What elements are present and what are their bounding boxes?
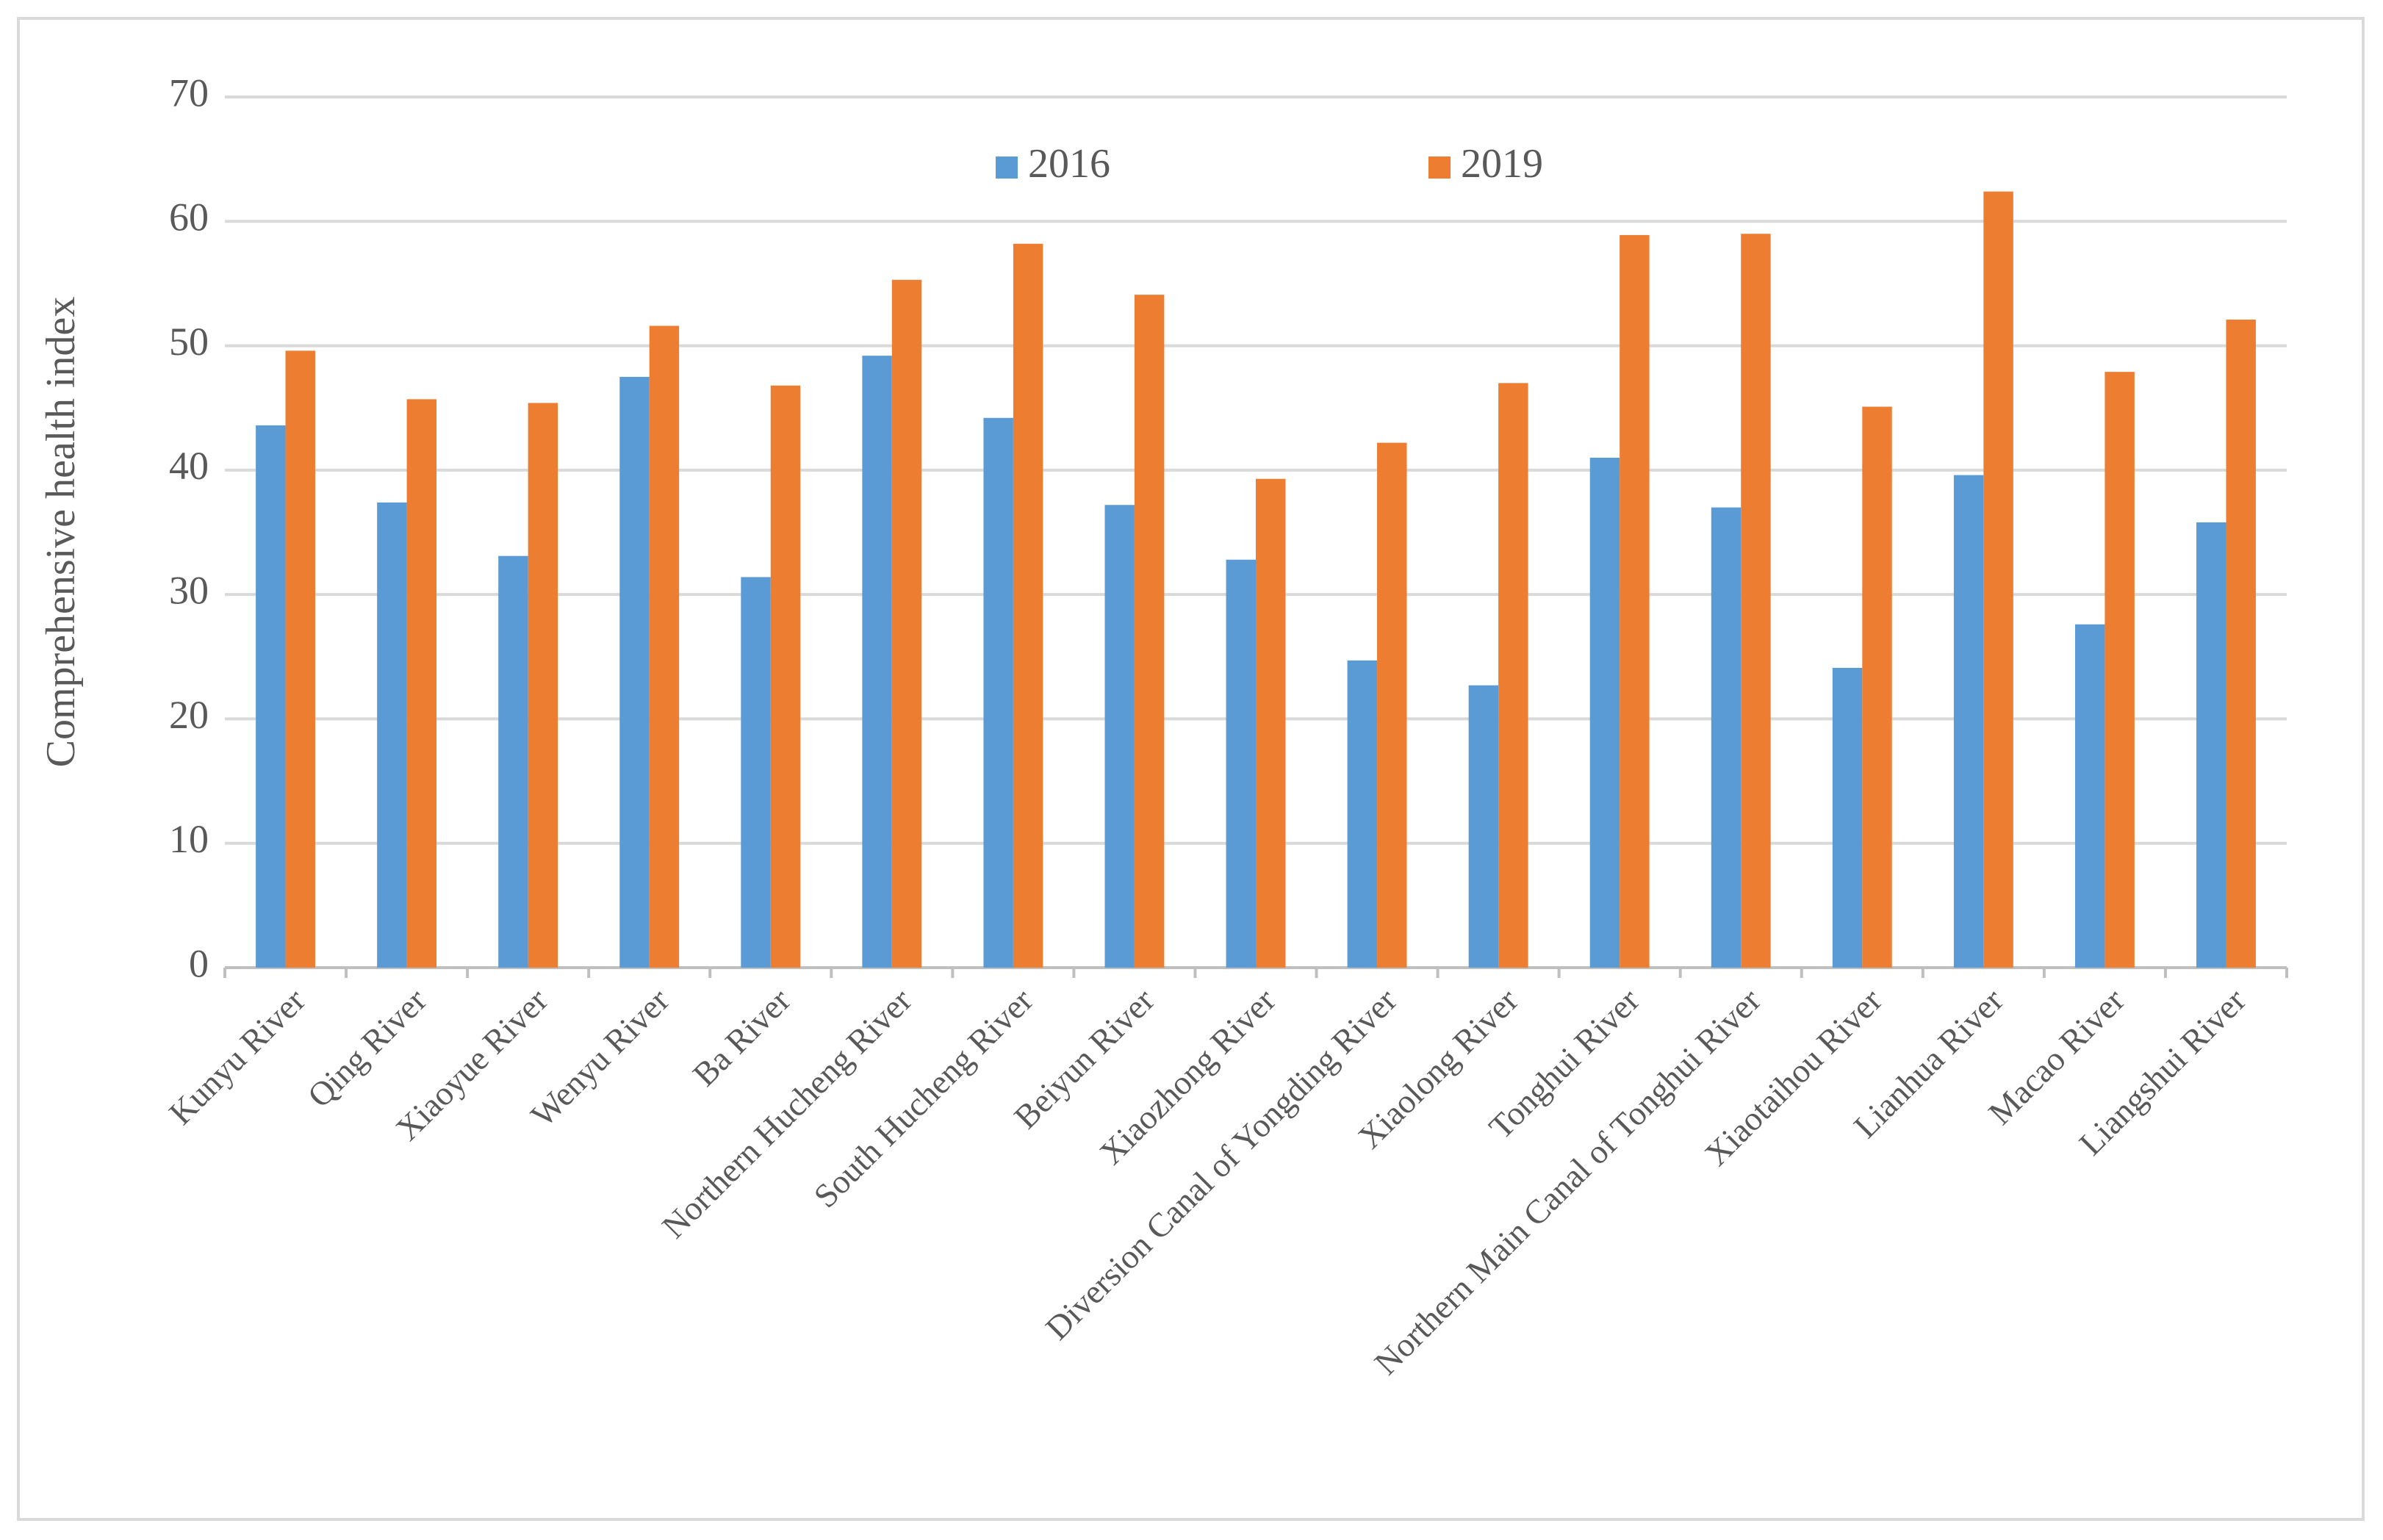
bar bbox=[891, 279, 922, 968]
bar bbox=[2074, 624, 2105, 968]
bar bbox=[770, 385, 801, 968]
y-tick-label: 60 bbox=[169, 195, 209, 240]
y-tick-label: 40 bbox=[169, 444, 209, 488]
bar bbox=[1256, 478, 1286, 968]
y-tick-label: 10 bbox=[169, 817, 209, 861]
bar bbox=[406, 399, 437, 968]
legend-swatch bbox=[996, 156, 1018, 179]
bar bbox=[1498, 383, 1528, 968]
bar bbox=[619, 376, 650, 968]
bar bbox=[1104, 505, 1135, 968]
y-tick-label: 20 bbox=[169, 693, 209, 737]
bar bbox=[1862, 406, 1892, 968]
bar bbox=[1711, 507, 1742, 968]
bar bbox=[649, 325, 680, 968]
bar bbox=[2196, 522, 2226, 968]
y-tick-label: 50 bbox=[169, 320, 209, 364]
bar bbox=[256, 425, 286, 968]
bar bbox=[285, 350, 315, 968]
y-tick-label: 30 bbox=[169, 569, 209, 613]
y-axis-label: Comprehensive health index bbox=[38, 297, 84, 768]
bar bbox=[2105, 372, 2135, 968]
bar bbox=[1741, 234, 1771, 968]
y-tick-label: 0 bbox=[189, 941, 209, 985]
bar bbox=[377, 502, 407, 968]
bar bbox=[1134, 295, 1165, 968]
y-tick-label: 70 bbox=[169, 71, 209, 115]
bar bbox=[498, 555, 528, 968]
bar bbox=[1983, 191, 2013, 968]
bar bbox=[1620, 234, 1650, 968]
bar bbox=[983, 417, 1013, 968]
bar bbox=[1832, 668, 1863, 968]
bar bbox=[2226, 320, 2256, 968]
legend-label: 2016 bbox=[1028, 141, 1110, 187]
bar bbox=[1347, 660, 1378, 968]
bar bbox=[1468, 685, 1499, 968]
bar bbox=[528, 403, 558, 968]
bar bbox=[1953, 475, 1984, 968]
bar bbox=[862, 356, 892, 968]
bar bbox=[1589, 457, 1620, 968]
legend-label: 2019 bbox=[1461, 141, 1543, 187]
bar bbox=[741, 577, 771, 968]
bar bbox=[1013, 243, 1043, 968]
legend-swatch bbox=[1428, 156, 1451, 179]
bar bbox=[1377, 442, 1407, 968]
bar bbox=[1226, 559, 1256, 968]
